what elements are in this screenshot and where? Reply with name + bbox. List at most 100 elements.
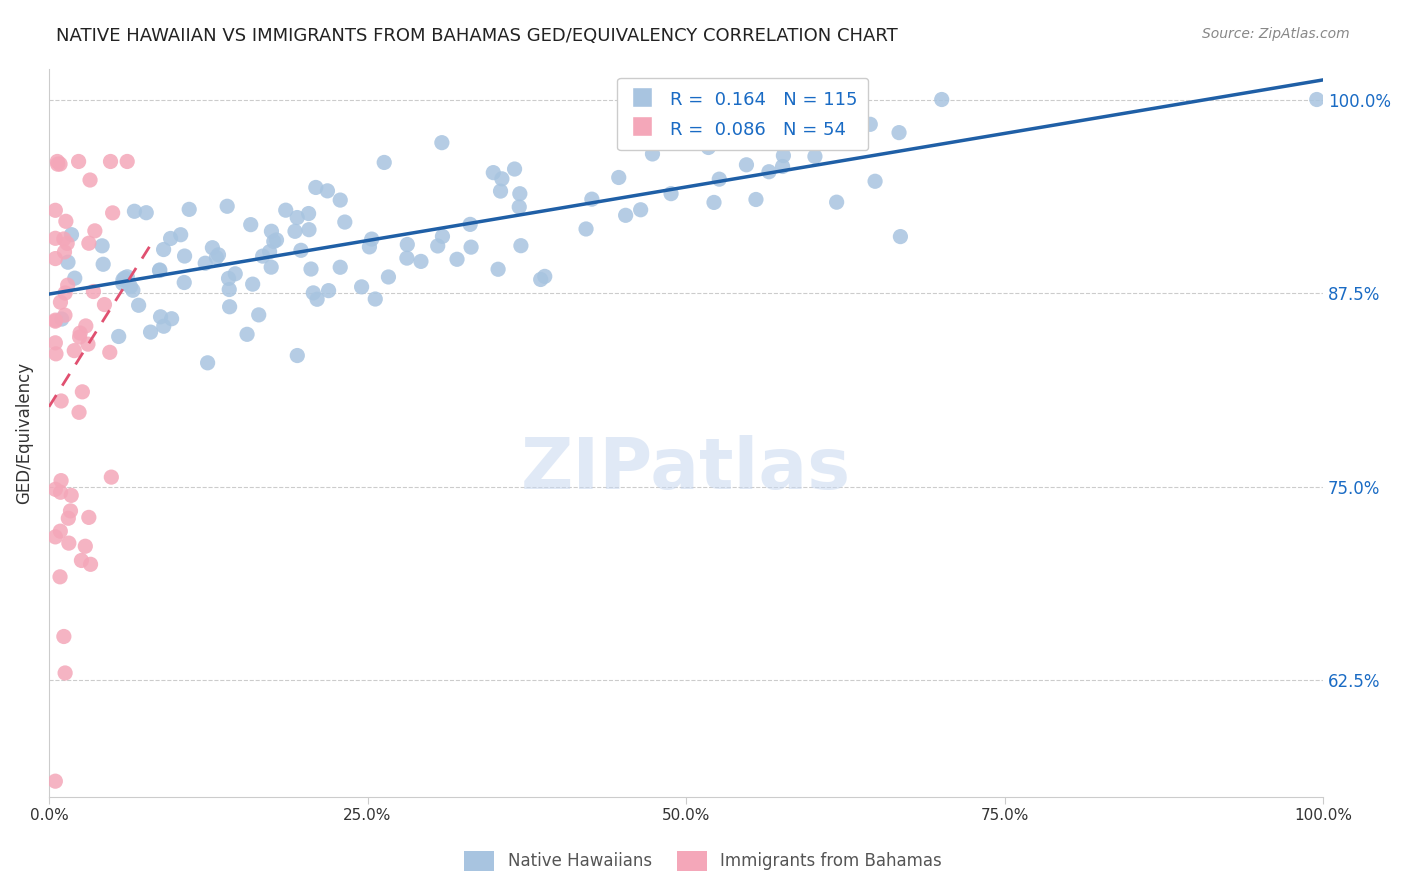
Point [149, 310, 172, 324]
Point [101, 206, 124, 220]
Point [44, 483, 66, 497]
Text: NATIVE HAWAIIAN VS IMMIGRANTS FROM BAHAMAS GED/EQUIVALENCY CORRELATION CHART: NATIVE HAWAIIAN VS IMMIGRANTS FROM BAHAM… [56, 27, 898, 45]
Point [735, 158, 758, 172]
Point [364, 292, 387, 306]
Point [817, 101, 839, 115]
Point [124, 204, 146, 219]
Point [152, 243, 174, 257]
Point [859, 117, 882, 131]
Point [44, 314, 66, 328]
Point [114, 271, 136, 285]
Point [285, 211, 308, 225]
Point [53, 244, 76, 259]
Point [305, 180, 328, 194]
Point [44, 252, 66, 266]
Point [148, 263, 170, 277]
Point [252, 249, 274, 263]
Point [218, 300, 240, 314]
Point [159, 231, 181, 245]
Point [260, 260, 283, 275]
Point [239, 218, 262, 232]
Point [75, 539, 97, 553]
Point [614, 208, 637, 222]
Point [173, 249, 195, 263]
Point [350, 280, 373, 294]
Point [69, 330, 91, 344]
Point [489, 184, 512, 198]
Point [149, 263, 172, 277]
Point [224, 267, 246, 281]
Point [889, 229, 911, 244]
Point [329, 260, 352, 275]
Point [377, 270, 399, 285]
Point [46, 154, 69, 169]
Point [460, 240, 482, 254]
Point [100, 470, 122, 484]
Point [58, 511, 80, 525]
Point [63, 271, 86, 285]
Point [120, 279, 142, 293]
Point [111, 277, 134, 291]
Point [641, 147, 664, 161]
Point [285, 349, 308, 363]
Point [79, 173, 101, 187]
Point [44, 774, 66, 789]
Point [607, 170, 630, 185]
Point [44, 335, 66, 350]
Point [242, 277, 264, 292]
Legend: R =  0.164   N = 115, R =  0.086   N = 54: R = 0.164 N = 115, R = 0.086 N = 54 [617, 78, 868, 151]
Point [247, 308, 270, 322]
Point [302, 285, 325, 300]
Point [745, 193, 768, 207]
Point [53, 308, 76, 322]
Point [671, 131, 693, 145]
Point [55, 214, 77, 228]
Point [697, 140, 720, 154]
Point [482, 166, 505, 180]
Point [152, 319, 174, 334]
Point [44, 530, 66, 544]
Point [79, 558, 101, 572]
Point [758, 165, 780, 179]
Point [509, 238, 531, 252]
Point [318, 284, 340, 298]
Point [201, 241, 224, 255]
Point [98, 345, 121, 359]
Point [67, 405, 90, 419]
Point [173, 276, 195, 290]
Point [77, 337, 100, 351]
Text: Source: ZipAtlas.com: Source: ZipAtlas.com [1202, 27, 1350, 41]
Point [63, 343, 86, 358]
Point [395, 251, 418, 265]
Point [409, 254, 432, 268]
Point [266, 233, 288, 247]
Point [491, 171, 513, 186]
Point [49, 295, 72, 310]
Point [630, 202, 652, 217]
Point [825, 195, 848, 210]
Point [509, 186, 531, 201]
Point [59, 504, 82, 518]
Point [218, 283, 240, 297]
Point [458, 218, 481, 232]
Point [835, 113, 858, 128]
Point [297, 206, 319, 220]
Point [207, 248, 229, 262]
Point [575, 222, 598, 236]
Point [117, 269, 139, 284]
Point [772, 148, 794, 162]
Point [53, 665, 76, 680]
Point [93, 297, 115, 311]
Point [72, 384, 94, 399]
Point [703, 195, 725, 210]
Point [486, 262, 509, 277]
Point [1306, 93, 1329, 107]
Point [75, 318, 97, 333]
Point [77, 236, 100, 251]
Point [373, 155, 395, 169]
Point [360, 232, 382, 246]
Point [70, 553, 93, 567]
Point [170, 227, 193, 242]
Point [49, 524, 72, 538]
Point [51, 312, 73, 326]
